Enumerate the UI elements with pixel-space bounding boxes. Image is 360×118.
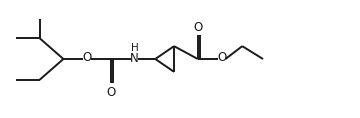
Text: O: O: [193, 21, 202, 34]
Text: O: O: [82, 51, 92, 63]
Text: O: O: [217, 51, 226, 63]
Text: H: H: [131, 43, 138, 53]
Text: O: O: [106, 86, 116, 99]
Text: N: N: [130, 53, 139, 65]
